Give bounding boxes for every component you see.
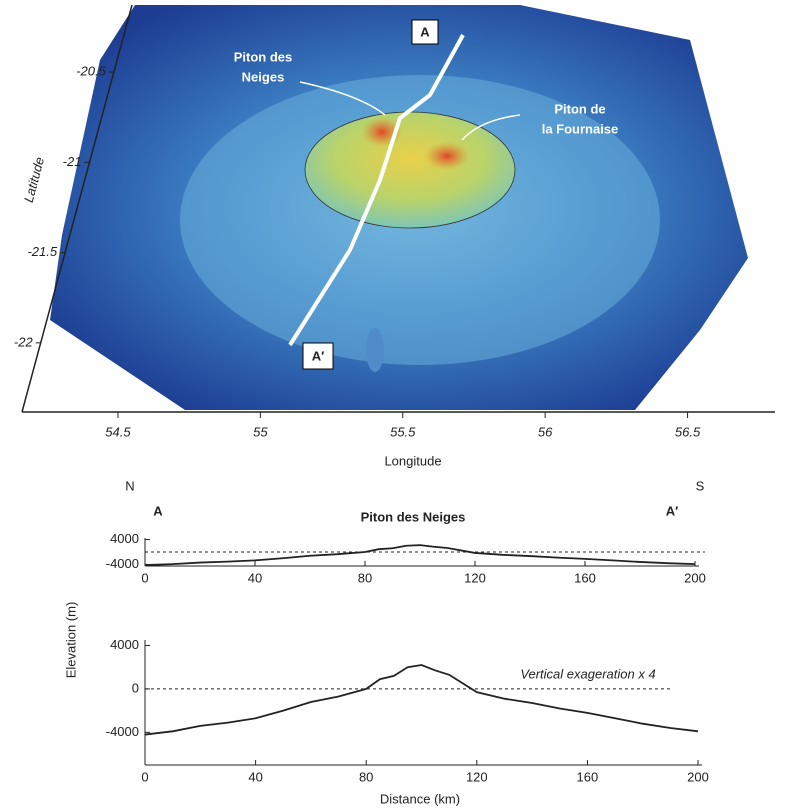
y-tick-label: -4000 xyxy=(106,724,139,739)
map-relief xyxy=(22,5,775,412)
y-tick-label: 0 xyxy=(132,680,139,695)
y-tick-label: -21 xyxy=(63,154,82,169)
y-tick-label: 4000 xyxy=(110,531,139,546)
y-tick-label: -20.5 xyxy=(76,64,106,79)
x-tick-label: 80 xyxy=(358,570,372,585)
x-tick-label: 160 xyxy=(574,570,596,585)
peak-label: la Fournaise xyxy=(542,121,619,136)
profile-end-label: A xyxy=(420,24,430,39)
y-tick-label: -4000 xyxy=(106,556,139,571)
x-tick-label: 0 xyxy=(141,769,148,784)
y-axis-label: Latitude xyxy=(21,155,47,204)
annotation: Piton des Neiges xyxy=(361,509,466,524)
x-tick-label: 160 xyxy=(577,769,599,784)
x-tick-label: 120 xyxy=(464,570,486,585)
x-tick-label: 200 xyxy=(687,769,709,784)
x-tick-label: 54.5 xyxy=(105,424,131,439)
direction-label: N xyxy=(125,478,134,493)
x-tick-label: 120 xyxy=(466,769,488,784)
x-tick-label: 55.5 xyxy=(390,424,416,439)
x-tick-label: 200 xyxy=(684,570,706,585)
y-tick-label: -21.5 xyxy=(27,244,57,259)
x-tick-label: 55 xyxy=(253,424,268,439)
x-tick-label: 56.5 xyxy=(675,424,701,439)
y-axis-label: Elevation (m) xyxy=(63,602,78,679)
x-tick-label: 40 xyxy=(248,570,262,585)
x-tick-label: 0 xyxy=(141,570,148,585)
x-axis-label: Longitude xyxy=(384,453,441,468)
end-label: A xyxy=(153,503,163,518)
y-tick-label: -22 xyxy=(14,334,34,349)
x-tick-label: 56 xyxy=(538,424,553,439)
end-label: A′ xyxy=(666,503,679,518)
y-tick-label: 4000 xyxy=(110,637,139,652)
peak-label: Piton de xyxy=(554,101,605,116)
x-axis-label: Distance (km) xyxy=(380,791,460,806)
peak-label: Neiges xyxy=(242,69,285,84)
direction-label: S xyxy=(696,478,705,493)
x-tick-label: 40 xyxy=(248,769,262,784)
figure: 54.5 55 55.5 56 56.5 -20.5 -21 -21.5 -22 Longitud… xyxy=(0,0,793,811)
peak-label: Piton des xyxy=(234,49,293,64)
annotation: Vertical exageration x 4 xyxy=(520,666,655,681)
profile-line xyxy=(145,545,695,565)
profile-end-label: A′ xyxy=(312,348,325,363)
x-tick-label: 80 xyxy=(359,769,373,784)
